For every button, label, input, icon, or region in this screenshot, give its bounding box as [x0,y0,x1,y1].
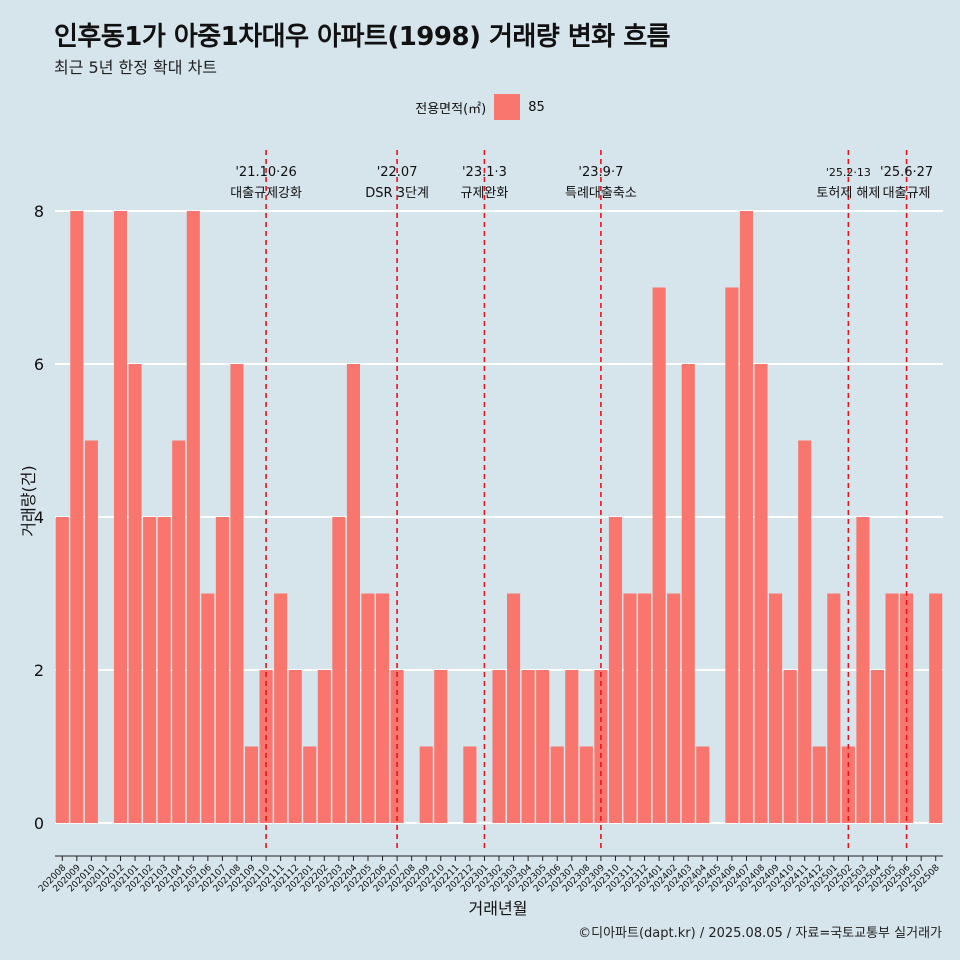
bar [332,517,346,823]
bar [579,746,593,823]
legend-title: 전용면적(㎡) [415,101,487,117]
bar [638,593,652,823]
bar [623,593,637,823]
event-label: 대출규제강화 [230,186,302,201]
source-caption: ©디아파트(dapt.kr) / 2025.08.05 / 자료=국토교통부 실… [578,926,942,941]
bar [463,746,477,823]
bar [215,517,229,823]
bar [274,593,288,823]
bar [681,364,695,823]
bar [929,593,943,823]
event-label: 규제완화 [461,186,509,201]
bar [172,440,186,823]
event-label: DSR 3단계 [365,186,429,201]
bar [550,746,564,823]
bar [812,746,826,823]
bar [230,364,244,823]
chart-title: 인후동1가 아중1차대우 아파트(1998) 거래량 변화 흐름 [54,22,671,52]
bar [375,593,390,823]
bar [521,670,535,823]
bar [652,287,666,823]
bar [725,287,739,823]
y-tick-label: 4 [34,508,44,527]
y-tick-label: 2 [34,661,44,680]
bar [84,440,98,823]
bar [856,517,870,823]
y-tick-label: 8 [34,202,44,221]
bar [696,746,710,823]
bar [288,670,302,823]
bar [70,211,84,823]
bar [434,670,448,823]
bar [754,364,768,823]
bar [798,440,812,823]
bar [507,593,521,823]
event-date-label: '25.2·13 [826,166,871,179]
bar [346,364,360,823]
legend-swatch [494,94,521,120]
bar [769,593,783,823]
chart-subtitle: 최근 5년 한정 확대 차트 [54,58,218,77]
x-axis-title: 거래년월 [469,899,528,918]
event-label: 대출규제 [883,186,931,201]
bar [565,670,579,823]
bar [667,593,681,823]
bar [361,593,375,823]
event-label: 토허제 해제 [816,186,880,201]
bar [492,670,506,823]
legend-entry: 85 [528,99,545,115]
bar [143,517,157,823]
y-tick-label: 6 [34,355,44,374]
bar [419,746,433,823]
bar [536,670,550,823]
event-date-label: '25.6·27 [880,165,933,180]
event-date-label: '22.07 [377,165,418,180]
bar [186,211,200,823]
bar [317,670,331,823]
bar [303,746,317,823]
bar [244,746,259,823]
bar [885,593,899,823]
bar [827,593,841,823]
bar [55,517,69,823]
y-tick-label: 0 [34,814,44,833]
bar [739,211,754,823]
bar [783,670,797,823]
event-date-label: '23.9·7 [578,165,623,180]
bar [157,517,171,823]
bar [870,670,885,823]
y-axis-title: 거래량(건) [19,465,38,536]
bar [201,593,215,823]
event-date-label: '23.1·3 [462,165,507,180]
bar [608,517,623,823]
legend: 전용면적(㎡) 85 [0,94,960,120]
event-date-label: '21.10·26 [235,165,296,180]
event-label: 특례대출축소 [565,186,637,201]
bar [128,364,142,823]
bar [113,211,128,823]
